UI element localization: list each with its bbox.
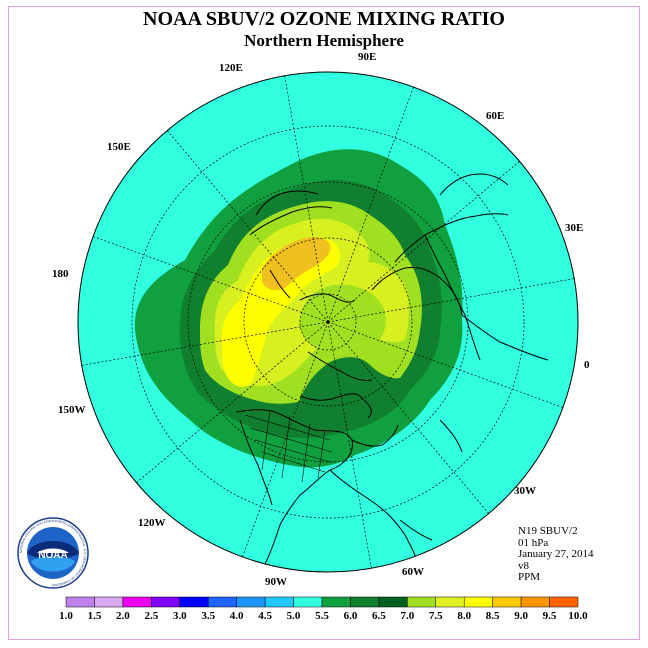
- lon-label-0: 0: [584, 359, 590, 371]
- colorbar-tick-label: 4.0: [230, 610, 244, 622]
- chart-title: NOAA SBUV/2 OZONE MIXING RATIO: [143, 8, 505, 30]
- colorbar-tick-label: 6.5: [372, 610, 386, 622]
- colorbar-tick-label: 9.0: [514, 610, 528, 622]
- meridian-line: [81, 321, 329, 366]
- chart-subtitle: Northern Hemisphere: [244, 31, 404, 50]
- meridian-line: [284, 75, 329, 323]
- colorbar-tick-label: 7.5: [429, 610, 443, 622]
- noaa-logo: NOAA NATIONAL OCEANIC AND ATMOSPHERIC AD…: [17, 517, 89, 589]
- lon-label-180: 180: [52, 268, 69, 280]
- colorbar-tick-label: 8.0: [457, 610, 471, 622]
- colorbar-tick-label: 3.0: [173, 610, 187, 622]
- product-info: N19 SBUV/2 01 hPa January 27, 2014 v8 PP…: [518, 525, 594, 584]
- lon-label-90e: 90E: [358, 51, 377, 63]
- colorbar-tick-label: 1.0: [59, 610, 73, 622]
- colorbar-tick-label: 3.5: [201, 610, 215, 622]
- lon-label-30w: 30W: [514, 485, 536, 497]
- lon-label-120w: 120W: [138, 517, 166, 529]
- figure-frame: [8, 6, 640, 640]
- colorbar-swatch: [407, 596, 437, 608]
- lon-label-90w: 90W: [265, 576, 287, 588]
- colorbar-swatch: [350, 596, 380, 608]
- colorbar-swatch: [151, 596, 181, 608]
- meridian-line: [242, 321, 329, 558]
- colorbar-swatch: [293, 596, 323, 608]
- coastlines: [235, 173, 549, 572]
- map-boundary: [77, 71, 579, 573]
- logo-name: NOAA: [38, 550, 67, 561]
- colorbar-tick-label: 8.5: [486, 610, 500, 622]
- contour-band-7-5: [262, 237, 331, 290]
- info-satellite: N19 SBUV/2: [518, 525, 578, 537]
- info-date: January 27, 2014: [518, 548, 594, 560]
- lon-label-120e: 120E: [219, 62, 243, 74]
- colorbar-tick-label: 1.5: [88, 610, 102, 622]
- meridian-line: [327, 278, 575, 323]
- info-version: v8: [518, 559, 529, 572]
- meridian-line: [327, 161, 520, 323]
- colorbar-swatch: [94, 596, 124, 608]
- info-level: 01 hPa: [518, 536, 549, 549]
- colorbar-swatch: [549, 596, 579, 608]
- colorbar-tick-label: 2.5: [144, 610, 158, 622]
- meridian-line: [327, 86, 414, 323]
- meridian-line: [92, 236, 329, 323]
- colorbar-swatch: [492, 596, 522, 608]
- colorbar-tick-label: 10.0: [568, 610, 588, 622]
- colorbar-tick-label: 9.5: [543, 610, 557, 622]
- meridian-line: [327, 321, 372, 569]
- meridian-line: [327, 321, 564, 408]
- colorbar-tick-label: 5.5: [315, 610, 329, 622]
- us-state-lines: [244, 409, 333, 483]
- contour-dark-tongue: [300, 357, 410, 411]
- lon-label-30e: 30E: [565, 222, 584, 234]
- colorbar-swatch: [207, 596, 237, 608]
- lon-label-150e: 150E: [107, 141, 131, 153]
- lon-label-60w: 60W: [402, 566, 424, 578]
- meridian-line: [327, 321, 489, 514]
- contour-band-7-0: [221, 238, 340, 387]
- colorbar-swatch: [65, 596, 95, 608]
- colorbar-tick-label: 5.0: [287, 610, 301, 622]
- lon-label-60e: 60E: [486, 110, 505, 122]
- colorbar-swatch: [236, 596, 266, 608]
- colorbar-tick-label: 4.5: [258, 610, 272, 622]
- colorbar-swatch: [122, 596, 152, 608]
- colorbar-swatch: [435, 596, 465, 608]
- colorbar-swatch: [321, 596, 351, 608]
- colorbar-swatch: [264, 596, 294, 608]
- meridian-line: [136, 321, 329, 483]
- colorbar-swatch: [378, 596, 408, 608]
- contour-polar-minimum: [299, 284, 386, 355]
- colorbar-tick-label: 2.0: [116, 610, 130, 622]
- colorbar-swatch: [520, 596, 550, 608]
- info-units: PPM: [518, 571, 541, 583]
- latitude-circles: [131, 125, 525, 519]
- colorbar-tick-label: 7.0: [400, 610, 414, 622]
- colorbar-tick-label: 6.0: [344, 610, 358, 622]
- meridians: [81, 75, 575, 569]
- colorbar-swatch: [179, 596, 209, 608]
- meridian-line: [167, 130, 329, 323]
- lon-label-150w: 150W: [58, 404, 86, 416]
- colorbar-swatch: [463, 596, 493, 608]
